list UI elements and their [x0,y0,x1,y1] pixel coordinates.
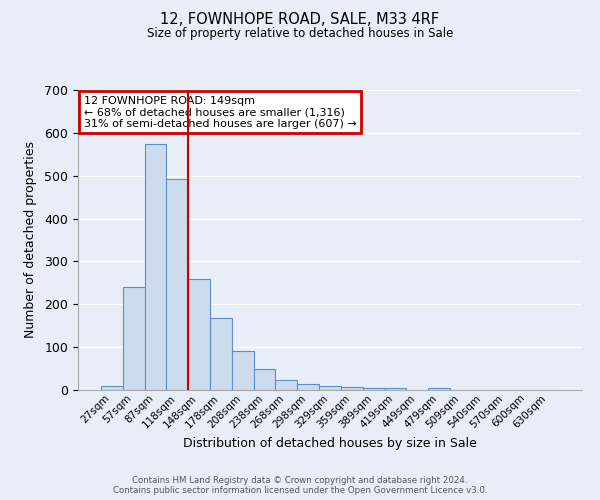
Bar [297,384,319,390]
Bar [166,179,188,390]
Bar [341,387,363,390]
Bar [428,388,450,390]
Text: Size of property relative to detached houses in Sale: Size of property relative to detached ho… [147,28,453,40]
Bar [385,388,406,390]
X-axis label: Distribution of detached houses by size in Sale: Distribution of detached houses by size … [183,436,477,450]
Text: 12 FOWNHOPE ROAD: 149sqm
← 68% of detached houses are smaller (1,316)
31% of sem: 12 FOWNHOPE ROAD: 149sqm ← 68% of detach… [83,96,356,129]
Bar [363,388,385,390]
Bar [232,352,254,390]
Bar [188,280,210,390]
Bar [319,386,341,390]
Bar [254,370,275,390]
Text: 12, FOWNHOPE ROAD, SALE, M33 4RF: 12, FOWNHOPE ROAD, SALE, M33 4RF [160,12,440,28]
Y-axis label: Number of detached properties: Number of detached properties [25,142,37,338]
Bar [101,386,123,390]
Bar [210,318,232,390]
Bar [145,144,166,390]
Bar [123,287,145,390]
Text: Contains HM Land Registry data © Crown copyright and database right 2024.
Contai: Contains HM Land Registry data © Crown c… [113,476,487,495]
Bar [275,380,297,390]
